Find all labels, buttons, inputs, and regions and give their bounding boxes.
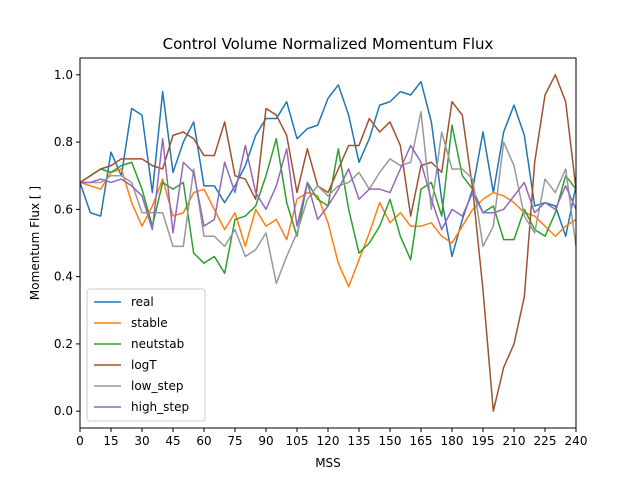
series-layer — [79, 74, 577, 412]
y-tick-label: 0.6 — [54, 202, 73, 216]
x-tick-label: 165 — [410, 434, 433, 448]
y-axis-label: Momentum Flux [ ] — [28, 186, 42, 300]
legend-label-high-step: high_step — [131, 400, 189, 414]
legend: real stable neutstab logT low_step high_step — [86, 288, 206, 422]
x-tick-label: 0 — [76, 434, 84, 448]
x-tick-label: 75 — [227, 434, 242, 448]
y-tick-label: 1.0 — [54, 68, 73, 82]
x-axis: 0 15 30 45 60 75 90 105 120 135 150 165 180 195 210 225… — [76, 428, 587, 448]
x-tick-label: 240 — [565, 434, 588, 448]
x-tick-label: 15 — [103, 434, 118, 448]
x-tick-label: 45 — [165, 434, 180, 448]
x-tick-label: 30 — [134, 434, 149, 448]
y-tick-label: 0.4 — [54, 270, 73, 284]
x-tick-label: 90 — [258, 434, 273, 448]
x-tick-label: 60 — [196, 434, 211, 448]
legend-label-low-step: low_step — [131, 379, 183, 393]
x-tick-label: 105 — [286, 434, 309, 448]
legend-box — [86, 288, 206, 422]
y-tick-label: 0.8 — [54, 135, 73, 149]
series-line-high-step — [80, 137, 577, 234]
legend-label-logT: logT — [131, 358, 157, 372]
legend-label-neutstab: neutstab — [131, 337, 184, 351]
y-tick-label: 0.2 — [54, 337, 73, 351]
legend-label-stable: stable — [131, 316, 168, 330]
x-tick-label: 210 — [503, 434, 526, 448]
x-tick-label: 120 — [317, 434, 340, 448]
series-line-stable — [79, 168, 577, 288]
x-tick-label: 180 — [441, 434, 464, 448]
y-tick-label: 0.0 — [54, 404, 73, 418]
legend-label-real: real — [131, 295, 154, 309]
x-tick-label: 225 — [534, 434, 557, 448]
x-tick-label: 195 — [472, 434, 495, 448]
x-axis-label: MSS — [315, 456, 341, 470]
series-line-low-step — [80, 111, 577, 285]
x-tick-label: 150 — [379, 434, 402, 448]
y-axis: 0.0 0.2 0.4 0.6 0.8 1.0 — [54, 68, 80, 418]
chart-title: Control Volume Normalized Momentum Flux — [163, 35, 494, 53]
series-line-logT — [79, 74, 577, 412]
x-tick-label: 135 — [348, 434, 371, 448]
